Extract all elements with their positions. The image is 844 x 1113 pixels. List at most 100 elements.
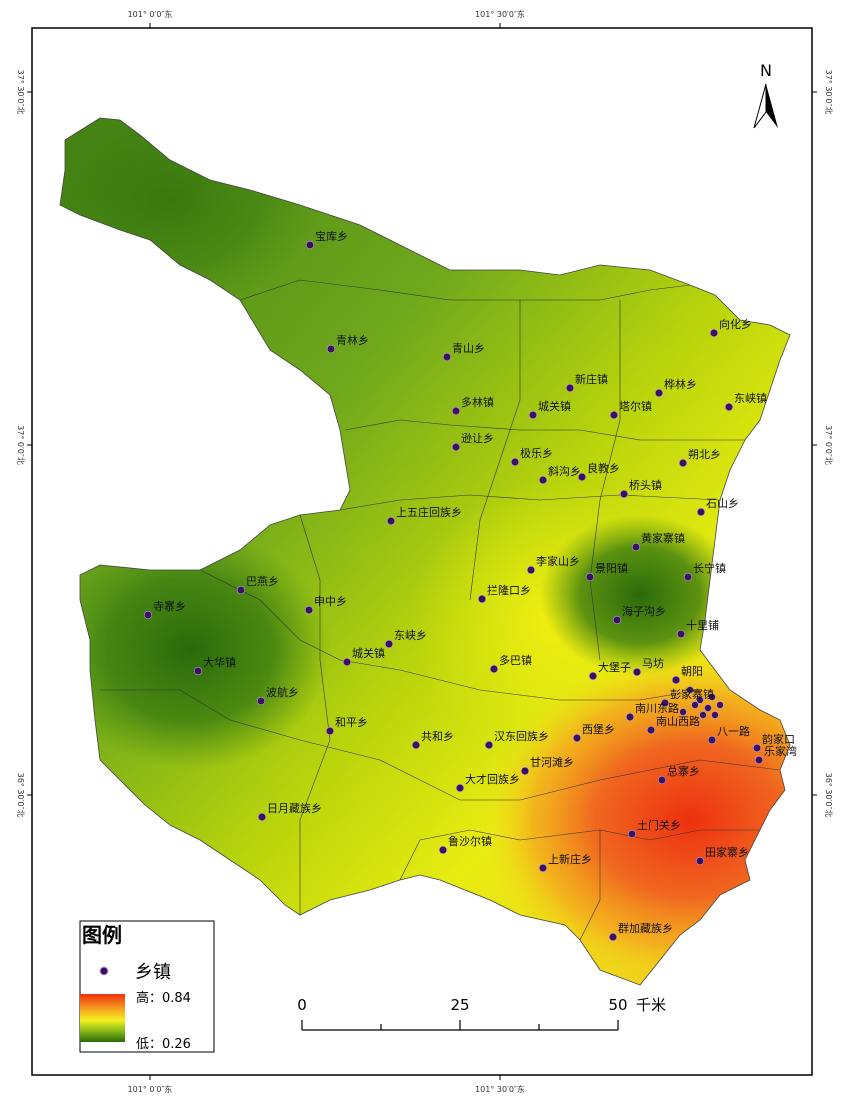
- latitude-label: 37° 0′0″北: [16, 425, 25, 465]
- town-dot: [577, 472, 587, 482]
- town-label: 斜沟乡: [548, 465, 581, 478]
- latitude-label: 36° 30′0″北: [16, 773, 25, 818]
- town-dot: [724, 402, 734, 412]
- town-dot: [143, 610, 153, 620]
- town-label: 汉东回族乡: [494, 729, 549, 743]
- town-dot: [609, 410, 619, 420]
- town-label: 总寨乡: [667, 764, 700, 778]
- town-dot: [752, 743, 762, 753]
- town-label: 宝库乡: [315, 229, 348, 243]
- town-dot: [612, 615, 622, 625]
- town-label: 良教乡: [587, 461, 620, 475]
- town-label: 逊让乡: [461, 432, 494, 445]
- town-label: 桦林乡: [664, 377, 697, 391]
- town-dot: [451, 406, 461, 416]
- town-label: 八一路: [717, 725, 750, 738]
- town-label: 巴燕乡: [246, 575, 279, 588]
- scale-tick: 25: [450, 996, 469, 1014]
- town-dot: [538, 475, 548, 485]
- town-label: 彭家寨镇: [670, 687, 714, 701]
- town-dot: [695, 856, 705, 866]
- town-dot: [588, 671, 598, 681]
- town-dot: [325, 726, 335, 736]
- legend-town: 乡镇: [135, 962, 171, 983]
- town-label: 塔尔镇: [619, 399, 652, 413]
- town-dot: [304, 605, 314, 615]
- town-label: 新庄镇: [575, 372, 608, 386]
- town-label: 城关镇: [538, 399, 571, 413]
- legend-title: 图例: [82, 923, 122, 947]
- town-label: 南山西路: [656, 715, 700, 728]
- town-label: 共和乡: [421, 730, 454, 743]
- town-dot: [572, 733, 582, 743]
- town-dot: [657, 775, 667, 785]
- town-dot: [654, 388, 664, 398]
- town-label: 上五庄回族乡: [396, 505, 462, 519]
- scale-tick: 50: [608, 996, 627, 1014]
- legend-low: 低：0.26: [136, 1037, 191, 1052]
- town-dot: [451, 442, 461, 452]
- town-dot: [676, 629, 686, 639]
- town-dot: [438, 845, 448, 855]
- town-label: 东峡镇: [734, 391, 767, 405]
- town-dot: [632, 667, 642, 677]
- city-cluster: [679, 686, 724, 719]
- town-label: 乐家湾: [764, 744, 797, 758]
- town-dot: [538, 863, 548, 873]
- town-label: 寺寨乡: [153, 599, 186, 613]
- town-dot: [671, 675, 681, 685]
- town-dot: [386, 516, 396, 526]
- boundary: [59, 117, 791, 986]
- latitude-label: 36° 30′0″北: [824, 773, 833, 818]
- town-dot: [625, 712, 635, 722]
- town-dot: [696, 507, 706, 517]
- town-label: 申中乡: [314, 595, 347, 608]
- town-label: 城关镇: [352, 646, 385, 660]
- longitude-label: 101° 0′0″东: [128, 9, 173, 19]
- graticule: 101° 0′0″东 101° 0′0″东 101° 30′0″东 101° 30′0…: [16, 9, 833, 1094]
- town-dot: [193, 666, 203, 676]
- town-dot: [477, 594, 487, 604]
- town-label: 韵家口: [762, 732, 795, 746]
- north-arrow: N: [753, 61, 778, 129]
- town-label: 桥头镇: [629, 478, 662, 492]
- town-dot: [528, 410, 538, 420]
- town-dot: [660, 698, 670, 708]
- town-dot: [608, 932, 618, 942]
- town-label: 石山乡: [706, 497, 739, 510]
- town-label: 南川东路: [635, 702, 679, 715]
- town-label: 马坊: [642, 656, 664, 670]
- town-label: 青山乡: [452, 342, 485, 355]
- town-dot: [565, 383, 575, 393]
- town-label: 青林乡: [336, 333, 369, 347]
- town-label: 景阳镇: [595, 561, 628, 575]
- town-dot: [520, 766, 530, 776]
- town-label: 甘河滩乡: [530, 755, 574, 769]
- town-dot: [455, 783, 465, 793]
- town-dot: [305, 240, 315, 250]
- legend: 图例 乡镇 高：0.84 低：0.26: [79, 920, 215, 1053]
- town-dot: [678, 458, 688, 468]
- town-dot: [484, 740, 494, 750]
- scale-bar: [301, 1020, 619, 1031]
- town-label: 大华镇: [203, 655, 236, 669]
- town-label: 向化乡: [719, 317, 752, 331]
- map-frame: [31, 27, 813, 1076]
- town-dot: [510, 457, 520, 467]
- scale-tick: 0: [297, 996, 307, 1014]
- town-label: 十里铺: [686, 618, 719, 632]
- town-label: 朔北乡: [688, 448, 721, 461]
- town-dot: [683, 572, 693, 582]
- town-dot: [342, 657, 352, 667]
- town-dot: [257, 812, 267, 822]
- town-label: 极乐乡: [520, 446, 553, 460]
- town-label: 波航乡: [266, 685, 299, 699]
- town-label: 多林镇: [461, 395, 494, 409]
- latitude-label: 37° 30′0″北: [16, 70, 25, 115]
- town-label: 长宁镇: [693, 561, 726, 575]
- town-dot: [384, 639, 394, 649]
- town-label: 上新庄乡: [548, 852, 592, 866]
- longitude-label: 101° 30′0″东: [475, 1084, 525, 1094]
- legend-high: 高：0.84: [136, 990, 191, 1006]
